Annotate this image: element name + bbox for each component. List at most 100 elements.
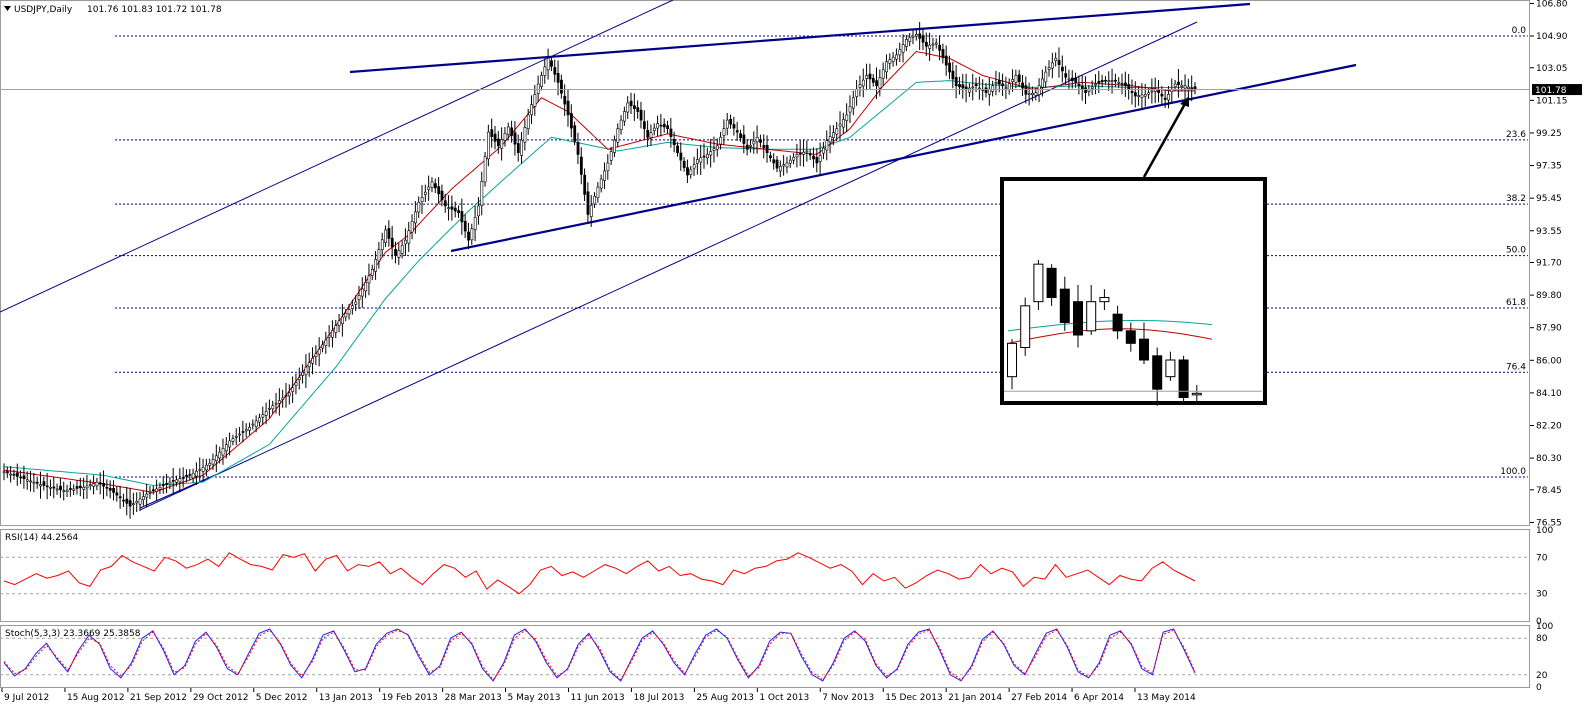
time-tick-label: 9 Jul 2012: [4, 693, 49, 703]
time-axis[interactable]: 9 Jul 2012 15 Aug 2012 21 Sep 2012 29 Oct 2…: [1, 688, 1196, 703]
candle-body: [828, 136, 832, 143]
fib-label: 100.0: [1500, 467, 1526, 477]
candle-body: [42, 481, 46, 486]
candle-body: [380, 239, 384, 250]
candle-body: [938, 44, 942, 51]
candle-body: [125, 498, 129, 504]
rsi-panel: [0, 529, 1530, 622]
candle-body: [460, 211, 464, 223]
candle-body: [171, 480, 175, 482]
candle-body: [69, 488, 72, 490]
candle-body: [208, 462, 212, 466]
candle-body: [1150, 90, 1154, 93]
main-panel: [0, 0, 1530, 526]
candle-body: [138, 498, 142, 505]
support-trendline[interactable]: [450, 63, 1357, 253]
fib-label: 61.8: [1506, 298, 1526, 308]
candle-body: [1097, 80, 1101, 84]
candle-body: [822, 147, 825, 154]
price-tick-label: 91.70: [1536, 259, 1562, 269]
stoch-axis: 100 80 20 0: [1536, 622, 1553, 693]
candle-body: [370, 269, 374, 276]
candle-body: [1080, 86, 1084, 90]
fib-label: 76.4: [1506, 362, 1526, 372]
candle-body: [526, 114, 530, 129]
candle-body: [165, 483, 169, 485]
time-tick-label: 27 Feb 2014: [1011, 693, 1067, 703]
price-tick-label: 97.35: [1536, 162, 1562, 172]
candle-body: [898, 49, 902, 56]
candle-body: [1037, 85, 1041, 95]
candle-body: [321, 344, 324, 349]
candle-body: [1041, 78, 1044, 88]
resistance-trendline[interactable]: [349, 2, 1251, 74]
candle-body: [195, 470, 198, 477]
candle-body: [918, 33, 922, 39]
zoom-inset: [1000, 177, 1267, 406]
price-candles: [2, 21, 1197, 519]
candle-body: [745, 144, 749, 150]
candle-body: [470, 228, 474, 241]
candle-body: [1163, 97, 1167, 100]
candle-body: [337, 320, 341, 326]
price-axis[interactable]: 106.80 104.90 103.05 101.15 99.25 97.35 95.45 9…: [1530, 0, 1568, 528]
candle-body: [871, 78, 875, 83]
candle-body: [772, 159, 776, 164]
candle-body: [443, 200, 447, 207]
candle-body: [719, 136, 723, 145]
candle-body: [251, 423, 255, 426]
inset-ma-slow: [1007, 319, 1213, 332]
candle-body: [586, 191, 590, 215]
candle-body: [480, 180, 484, 207]
candle-body: [85, 485, 89, 489]
time-tick-label: 25 Aug 2013: [696, 693, 754, 703]
candle-body: [825, 140, 829, 151]
candle-body: [715, 145, 719, 150]
candle-body: [908, 37, 912, 42]
candle-body: [851, 97, 855, 109]
candle-body: [1031, 92, 1034, 95]
candle-body: [108, 488, 112, 491]
channel-lower-line[interactable]: [139, 21, 1198, 511]
candle-body: [155, 488, 159, 492]
fib-label: 38.2: [1506, 194, 1526, 204]
candle-body: [427, 186, 431, 190]
candle-body: [732, 124, 736, 129]
candle-body: [755, 136, 759, 143]
candle-body: [9, 473, 13, 476]
candle-body: [95, 481, 99, 487]
current-price-tag: [1532, 84, 1582, 96]
candle-body: [696, 159, 699, 164]
candle-body: [888, 59, 892, 64]
candle-body: [1034, 92, 1038, 96]
candle-body: [463, 220, 467, 232]
candle-body: [536, 83, 540, 94]
candle-body: [546, 58, 550, 71]
candle-body: [709, 151, 713, 156]
inset-candle: [1033, 263, 1044, 303]
candle-body: [6, 471, 9, 474]
time-tick-label: 19 Feb 2013: [382, 693, 438, 703]
candle-body: [1057, 60, 1061, 65]
candle-body: [1027, 93, 1031, 96]
candle-body: [759, 139, 762, 143]
candle-body: [1060, 66, 1064, 72]
stoch-tick-label: 20: [1536, 671, 1548, 681]
candle-body: [447, 207, 451, 209]
price-tick-label: 86.00: [1536, 356, 1562, 366]
candle-body: [1054, 58, 1058, 61]
trendlines[interactable]: [0, 0, 1357, 511]
channel-upper-line[interactable]: [0, 0, 674, 313]
candle-body: [410, 221, 414, 233]
candle-body: [377, 249, 381, 262]
candle-body: [1100, 80, 1104, 83]
candle-body: [281, 397, 285, 400]
symbol-dropdown-icon[interactable]: [4, 6, 11, 11]
fibonacci-levels[interactable]: 0.0 23.6 38.2 50.0 61.8 76.4 100.0: [115, 26, 1528, 478]
candle-body: [503, 132, 507, 141]
small-support-line[interactable]: [139, 471, 223, 509]
candle-body: [815, 157, 819, 164]
candle-body: [1104, 79, 1107, 82]
